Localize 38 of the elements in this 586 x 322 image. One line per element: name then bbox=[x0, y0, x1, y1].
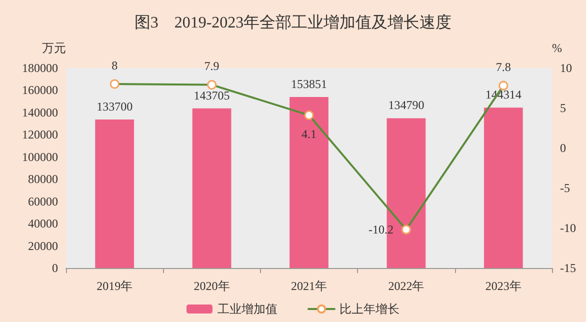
x-tick-label: 2023年 bbox=[485, 279, 522, 293]
y-tick-label: 60000 bbox=[28, 194, 58, 208]
data-label: 7.8 bbox=[496, 60, 511, 74]
x-tick-label: 2021年 bbox=[291, 279, 327, 293]
y2-tick-label: -10 bbox=[560, 221, 576, 235]
y2-tick-label: 0 bbox=[560, 141, 566, 155]
y-tick-label: 100000 bbox=[22, 150, 58, 164]
data-label: 143705 bbox=[194, 88, 230, 102]
y2-axis-title: % bbox=[552, 41, 562, 55]
legend-label: 工业增加值 bbox=[218, 302, 278, 316]
data-label: 8 bbox=[112, 58, 118, 72]
data-label: 134790 bbox=[388, 98, 424, 112]
y-tick-label: 40000 bbox=[28, 216, 58, 231]
data-label: 4.1 bbox=[302, 126, 316, 141]
legend-label: 比上年增长 bbox=[340, 302, 400, 316]
bar bbox=[95, 119, 134, 268]
bar bbox=[290, 97, 328, 268]
y-tick-label: 180000 bbox=[22, 61, 58, 75]
data-label: 153851 bbox=[291, 77, 327, 92]
y-tick-label: 120000 bbox=[22, 128, 58, 142]
x-tick-label: 2022年 bbox=[388, 279, 424, 293]
bar bbox=[484, 108, 523, 268]
y-tick-label: 140000 bbox=[22, 105, 58, 120]
y-tick-label: 20000 bbox=[28, 238, 58, 253]
data-label: 7.9 bbox=[204, 59, 220, 74]
y2-tick-label: 10 bbox=[560, 61, 572, 75]
y-tick-label: 160000 bbox=[22, 83, 58, 98]
chart-title: 图3 2019-2023年全部工业增加值及增长速度 bbox=[134, 14, 452, 32]
x-tick-label: 2020年 bbox=[194, 279, 230, 293]
bar bbox=[192, 108, 232, 268]
x-tick-label: 2019年 bbox=[96, 279, 133, 293]
y-tick-label: 0 bbox=[52, 261, 58, 275]
data-label: 133700 bbox=[96, 99, 133, 114]
y-axis-title: 万元 bbox=[42, 41, 66, 55]
y2-tick-label: 5 bbox=[560, 101, 566, 115]
y-tick-label: 80000 bbox=[28, 172, 58, 186]
y2-tick-label: -15 bbox=[560, 261, 576, 275]
y2-tick-label: -5 bbox=[560, 181, 570, 195]
